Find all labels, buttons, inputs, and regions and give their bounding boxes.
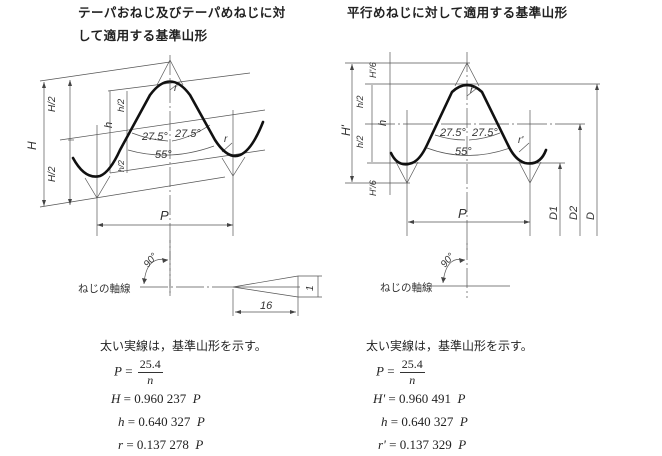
svg-text:55°: 55° (455, 146, 472, 158)
svg-text:h/2: h/2 (355, 95, 365, 108)
svg-text:r: r (224, 134, 228, 145)
svg-text:90°: 90° (439, 251, 457, 270)
svg-text:27.5°: 27.5° (439, 127, 466, 139)
left-profile-curve (71, 80, 265, 178)
svg-text:1: 1 (305, 285, 316, 291)
svg-text:D: D (585, 212, 597, 220)
svg-text:H': H' (339, 124, 353, 136)
svg-text:D2: D2 (568, 206, 580, 220)
right-profile-curve (389, 83, 548, 166)
svg-text:27.5°: 27.5° (174, 128, 201, 140)
svg-text:h: h (377, 120, 389, 126)
left-formula-h: h = 0.640 327 P (118, 414, 205, 429)
svg-text:H'/6: H'/6 (368, 62, 378, 78)
left-axis-label: ねじの軸線 (78, 283, 131, 295)
svg-text:27.5°: 27.5° (141, 131, 168, 143)
left-formula-H: H = 0.960 237 P (111, 391, 201, 406)
svg-text:H/2: H/2 (47, 96, 58, 112)
left-note: 太い実線は，基準山形を示す。 (100, 339, 267, 353)
svg-text:P: P (160, 208, 169, 223)
svg-text:H'/6: H'/6 (368, 180, 378, 196)
right-axis-label: ねじの軸線 (380, 282, 433, 294)
left-title-line2: して適用する基準山形 (78, 28, 208, 43)
svg-text:27.5°: 27.5° (471, 127, 498, 139)
label-H: H (25, 141, 39, 150)
left-formula-P: P = 25.4 n (114, 357, 163, 387)
left-formula-r: r = 0.137 278 P (118, 437, 204, 452)
svg-text:16: 16 (260, 300, 273, 312)
svg-text:r': r' (470, 85, 476, 96)
right-formula-P: P = 25.4 n (376, 357, 425, 387)
svg-text:r': r' (518, 135, 524, 146)
svg-text:55°: 55° (155, 149, 172, 161)
svg-text:r: r (174, 83, 178, 94)
left-title-line1: テーパおねじ及びテーパめねじに対 (78, 5, 286, 20)
svg-text:P: P (458, 206, 467, 221)
right-formula-h: h = 0.640 327 P (381, 414, 468, 429)
right-formula-r-prime: r' = 0.137 329 P (378, 437, 467, 452)
svg-text:D1: D1 (548, 206, 560, 220)
svg-text:h: h (103, 122, 115, 128)
svg-text:h/2: h/2 (116, 98, 127, 112)
right-formula-H-prime: H' = 0.960 491 P (373, 391, 466, 406)
svg-text:h/2: h/2 (116, 160, 126, 172)
right-note: 太い実線は，基準山形を示す。 (366, 339, 533, 353)
svg-text:H/2: H/2 (47, 166, 58, 182)
svg-text:h/2: h/2 (355, 135, 365, 148)
right-title: 平行めねじに対して適用する基準山形 (347, 5, 568, 20)
